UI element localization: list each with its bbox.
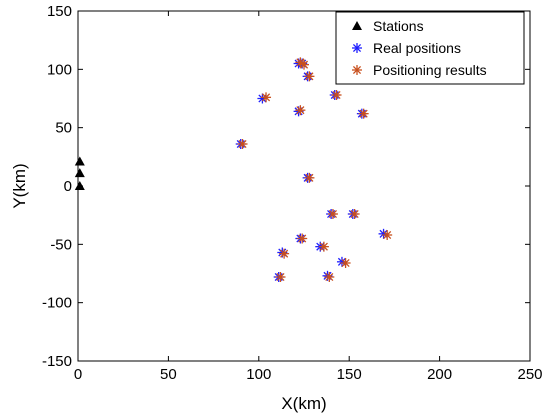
series-2-point [304, 71, 315, 82]
legend-label: Positioning results [373, 62, 487, 78]
x-tick-label: 100 [246, 366, 271, 383]
series-2-point [299, 59, 309, 70]
x-tick-label: 50 [160, 366, 177, 383]
series-2-point [297, 233, 308, 244]
legend-label: Stations [373, 18, 424, 34]
series-2-point [382, 230, 393, 240]
y-axis-title: Y(km) [10, 163, 29, 208]
y-tick-label: -150 [42, 353, 72, 370]
legend-marker [352, 65, 362, 75]
y-tick-label: 50 [55, 120, 72, 137]
series-2-point [237, 139, 248, 149]
legend-label: Real positions [373, 40, 461, 56]
legend-box [335, 11, 525, 85]
series-2-point [261, 92, 272, 103]
series-2-point [340, 258, 351, 268]
series-2-point [358, 108, 369, 119]
x-tick-label: 0 [74, 366, 82, 383]
legend-marker [352, 21, 362, 30]
legend: Stations Real positions Positioning result… [335, 11, 525, 85]
series-2-point [324, 272, 335, 282]
y-tick-label: 150 [47, 3, 72, 20]
x-tick-label: 250 [517, 366, 542, 383]
series-2-point [327, 209, 338, 219]
legend-marker [352, 43, 362, 53]
series-2-point [331, 90, 342, 100]
data-marks [74, 57, 393, 282]
y-tick-label: -50 [50, 236, 72, 253]
y-tick-label: 100 [47, 61, 72, 78]
series-2-point [304, 172, 315, 183]
x-axis-title: X(km) [281, 394, 326, 413]
y-tick-label: -100 [42, 295, 72, 312]
series-2-point [275, 272, 286, 282]
series-0-point [74, 156, 85, 166]
x-tick-label: 150 [337, 366, 362, 383]
series-0-point [74, 181, 85, 190]
x-tick-label: 200 [427, 366, 452, 383]
series-2-point [295, 105, 306, 116]
series-2-point [279, 248, 290, 259]
series-0-point [74, 168, 85, 178]
series-2-point [349, 209, 360, 219]
axis-ticks: 0 50 100 150 200 250 -150 -100 -50 0 50 100 150 [42, 3, 543, 383]
series-2-point [318, 241, 329, 252]
y-tick-label: 0 [64, 178, 72, 195]
